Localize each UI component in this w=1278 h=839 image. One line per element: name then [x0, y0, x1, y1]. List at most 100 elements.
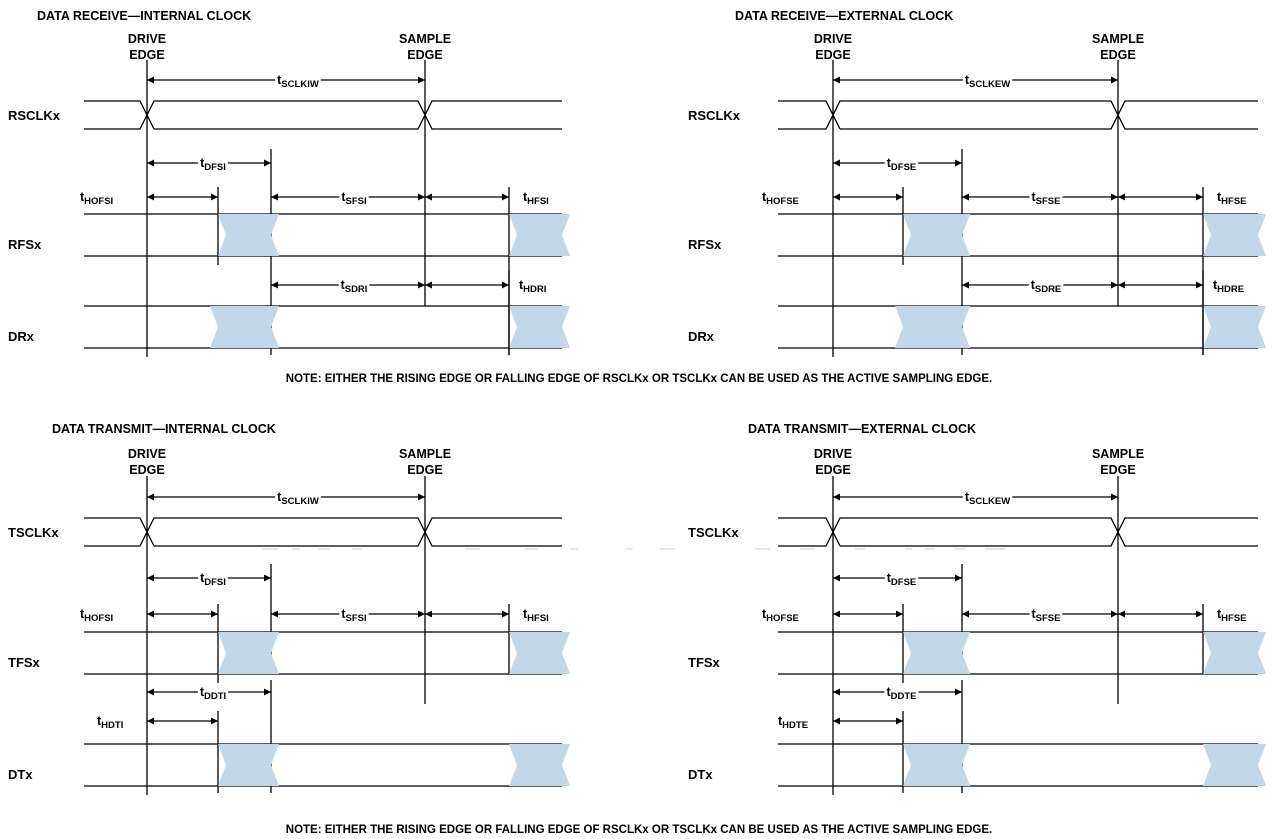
frame-sync-transition — [903, 214, 970, 256]
hold-label: tHFSE — [1217, 607, 1247, 624]
timing-subscript: SDRE — [1035, 284, 1061, 295]
data-transition — [895, 306, 970, 348]
timing-subscript: SCLKEW — [969, 496, 1010, 507]
timing-subscript: HOFSE — [766, 196, 799, 207]
signal-data-label: DTx — [688, 767, 713, 782]
timing-subscript: HFSI — [527, 613, 549, 624]
label-background — [884, 155, 919, 174]
timing-t: t — [1032, 190, 1037, 204]
data-hold-label: tHDRE — [1213, 278, 1244, 295]
sample-edge-label: SAMPLE — [399, 447, 451, 461]
timing-subscript: HDRE — [1217, 284, 1244, 295]
label-background — [198, 155, 228, 174]
timing-t: t — [80, 190, 85, 204]
timing-subscript: HDTE — [782, 720, 808, 731]
label-background — [1028, 277, 1064, 296]
data-transition — [210, 306, 279, 348]
timing-subscript: HOFSI — [84, 196, 113, 207]
period-label: tSCLKIW — [277, 490, 319, 507]
label-background — [884, 684, 919, 703]
hold-label: tHFSI — [523, 607, 549, 624]
period-label: tSCLKEW — [965, 73, 1010, 90]
drive-edge-label: EDGE — [815, 48, 850, 62]
clock-waveform-wave-b — [84, 517, 562, 547]
timing-t: t — [1217, 190, 1222, 204]
timing-t: t — [1032, 607, 1037, 621]
timing-subscript: SCLKIW — [281, 496, 319, 507]
label-background — [1029, 189, 1063, 208]
label-background — [339, 606, 369, 625]
data-delay-label: tDDTI — [200, 685, 226, 702]
timing-subscript: SCLKIW — [281, 79, 319, 90]
timing-subscript: HFSE — [1221, 196, 1246, 207]
frame-sync-delay-label: tDFSI — [200, 571, 226, 588]
clock-waveform-wave-a — [84, 517, 155, 547]
timing-t: t — [887, 571, 892, 585]
data-setup-label: tSDRI — [341, 278, 368, 295]
period-label: tSCLKEW — [965, 490, 1010, 507]
timing-t: t — [277, 73, 282, 87]
clock-waveform-wave-c — [154, 100, 562, 130]
label-background — [962, 489, 1013, 508]
sample-edge-label: SAMPLE — [399, 32, 451, 46]
signal-data-label: DTx — [8, 767, 33, 782]
sample-edge-label: EDGE — [1100, 48, 1135, 62]
data-transition-end — [509, 306, 570, 348]
timing-subscript: HFSE — [1221, 613, 1246, 624]
data-transition-end — [509, 744, 570, 786]
timing-subscript: SFSI — [346, 196, 367, 207]
timing-subscript: DFSE — [891, 577, 916, 588]
panel-rx-int: DATA RECEIVE—INTERNAL CLOCK DRIVE EDGE SAMP… — [8, 9, 570, 357]
clock-waveform-wave-a — [778, 517, 841, 547]
label-background — [884, 570, 919, 589]
timing-t: t — [519, 278, 524, 292]
data-hold-label: tHDRI — [519, 278, 546, 295]
frame-sync-delay-label: tDFSE — [887, 571, 917, 588]
hold-off-label: tHOFSI — [80, 190, 113, 207]
timing-subscript: HFSI — [527, 196, 549, 207]
signal-framesync-label: TFSx — [688, 655, 721, 670]
timing-t: t — [886, 685, 891, 699]
clock-waveform-wave-c — [840, 100, 1258, 130]
sample-edge-label: EDGE — [1100, 463, 1135, 477]
label-background — [338, 277, 370, 296]
sample-edge-label: EDGE — [407, 463, 442, 477]
note-top: NOTE: EITHER THE RISING EDGE OR FALLING … — [286, 373, 992, 385]
period-label: tSCLKIW — [277, 73, 319, 90]
timing-subscript: SFSE — [1036, 613, 1061, 624]
timing-t: t — [965, 73, 970, 87]
label-background — [339, 189, 369, 208]
timing-t: t — [341, 278, 346, 292]
label-background — [1029, 606, 1063, 625]
frame-sync-transition — [218, 214, 279, 256]
clock-waveform-wave-c — [840, 517, 1258, 547]
frame-sync-delay-label: tDFSI — [200, 156, 226, 173]
timing-t: t — [277, 490, 282, 504]
note-bottom: NOTE: EITHER THE RISING EDGE OR FALLING … — [286, 824, 992, 836]
timing-subscript: DFSE — [891, 162, 916, 173]
setup-label: tSFSE — [1032, 607, 1061, 624]
drive-edge-label: EDGE — [129, 463, 164, 477]
drive-edge-label: DRIVE — [814, 32, 852, 46]
panel-title: DATA RECEIVE—INTERNAL CLOCK — [37, 9, 251, 23]
timing-subscript: SDRI — [345, 284, 368, 295]
drive-edge-label: DRIVE — [128, 32, 166, 46]
signal-clock-label: RSCLKx — [688, 108, 741, 123]
signal-data-label: DRx — [8, 329, 35, 344]
signal-framesync-label: TFSx — [8, 655, 41, 670]
data-delay-label: tDDTE — [886, 685, 916, 702]
signal-framesync-label: RFSx — [8, 237, 42, 252]
hold-label: tHFSI — [523, 190, 549, 207]
timing-t: t — [1031, 278, 1036, 292]
panel-title: DATA TRANSMIT—EXTERNAL CLOCK — [748, 422, 976, 436]
signal-framesync-label: RFSx — [688, 237, 722, 252]
label-background — [198, 570, 228, 589]
timing-subscript: SCLKEW — [969, 79, 1010, 90]
clock-waveform-wave-a — [778, 100, 841, 130]
sample-edge-label: SAMPLE — [1092, 32, 1144, 46]
setup-label: tSFSI — [341, 190, 366, 207]
data-hold-label: tHDTI — [97, 714, 123, 731]
timing-subscript: SFSE — [1036, 196, 1061, 207]
label-background — [197, 684, 229, 703]
